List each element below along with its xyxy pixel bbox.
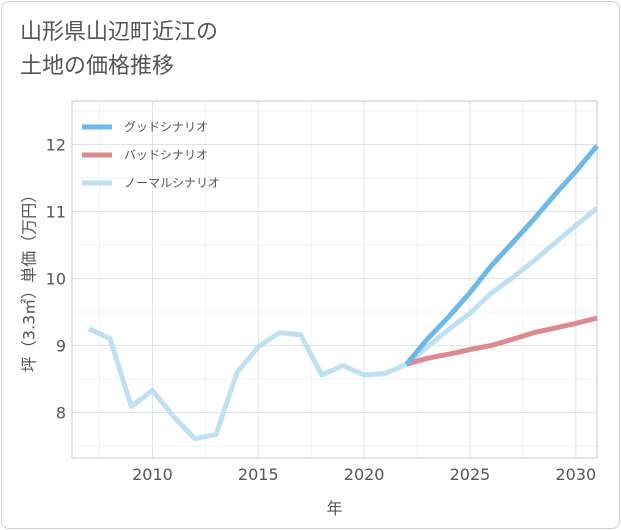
chart-title: 山形県山辺町近江の 土地の価格推移 (20, 16, 218, 84)
x-tick-labels: 2010 2015 2020 2025 2030 (132, 465, 596, 484)
x-tick-label: 2010 (132, 465, 173, 484)
y-axis-title: 坪（3.3㎡）単価（万円） (20, 187, 39, 372)
plot-frame (71, 100, 598, 459)
x-axis-title: 年 (326, 499, 342, 518)
x-tick-label: 2025 (450, 465, 491, 484)
legend-label: ノーマルシナリオ (124, 176, 220, 190)
series-line-1 (404, 144, 599, 366)
chart-title-line-2: 土地の価格推移 (20, 54, 175, 79)
grid (72, 101, 597, 458)
chart-title-line-1: 山形県山辺町近江の (20, 20, 219, 45)
legend-item-2[interactable]: バッドシナリオ (82, 148, 208, 162)
series-line-2 (405, 315, 598, 367)
legend-label: グッドシナリオ (124, 120, 208, 134)
x-tick-label: 2020 (344, 465, 385, 484)
y-tick-label: 12 (46, 136, 66, 155)
x-tick-label: 2015 (238, 465, 279, 484)
series-line-3 (87, 206, 599, 442)
y-tick-label: 10 (46, 269, 66, 288)
legend-label: バッドシナリオ (124, 148, 208, 162)
legend-item-3[interactable]: ノーマルシナリオ (82, 176, 220, 190)
x-tick-label: 2030 (555, 465, 596, 484)
legend-item-1[interactable]: グッドシナリオ (82, 120, 208, 134)
y-tick-label: 9 (56, 336, 66, 355)
series-layer (87, 144, 599, 442)
y-tick-label: 8 (56, 403, 66, 422)
y-tick-labels: 8 9 10 11 12 (46, 136, 66, 423)
y-tick-label: 11 (46, 203, 66, 222)
